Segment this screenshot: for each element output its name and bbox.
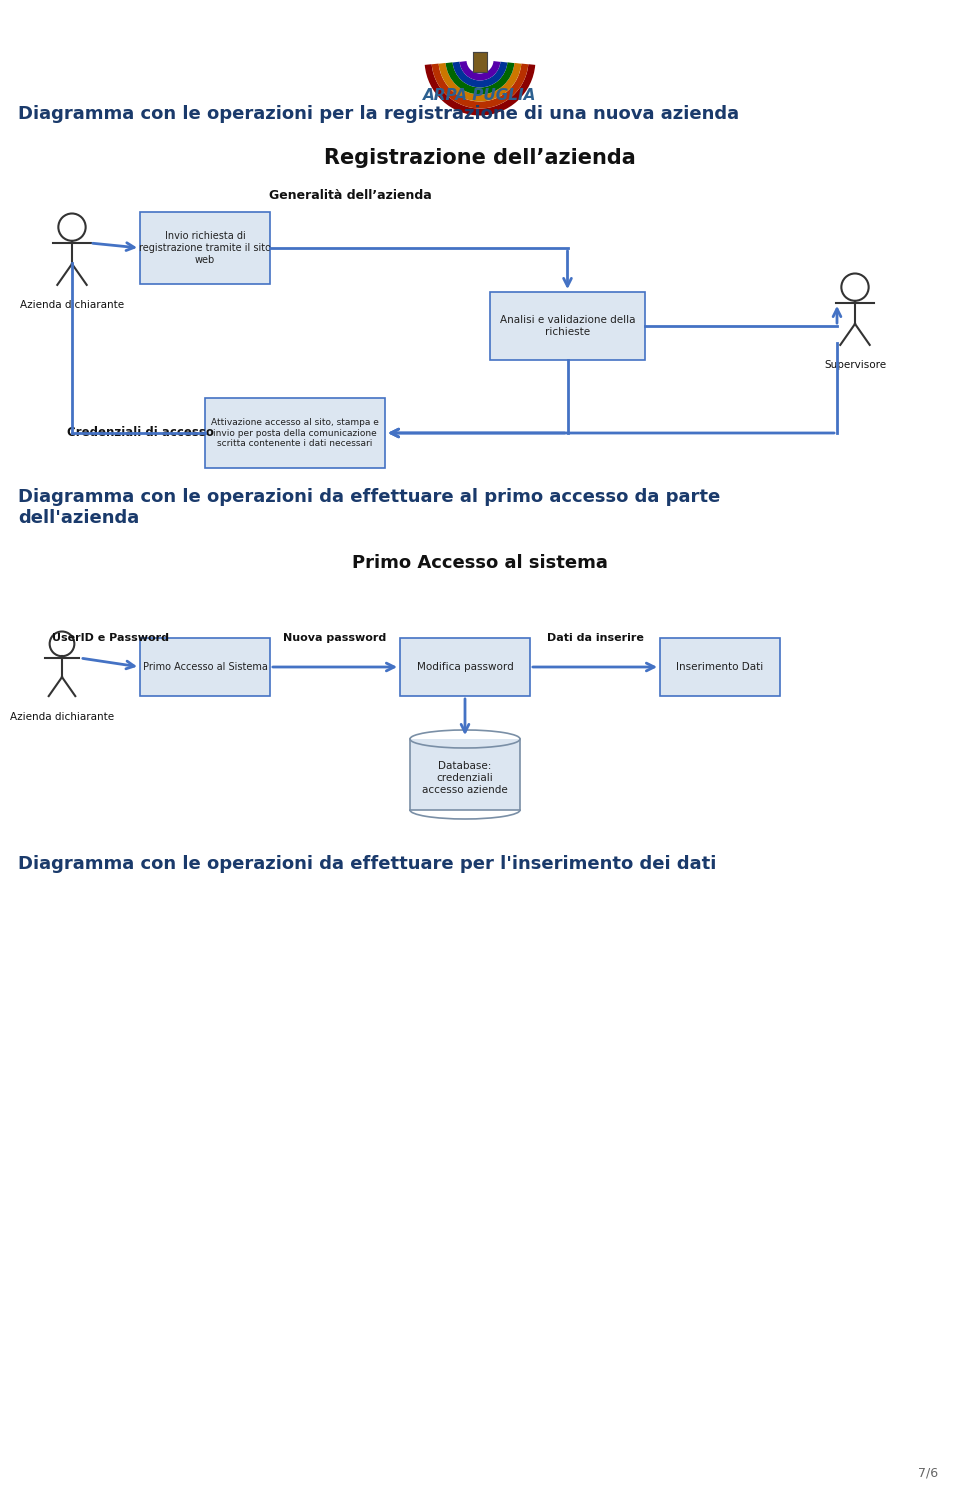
Text: Credenziali di accesso: Credenziali di accesso [66, 427, 213, 439]
Text: Inserimento Dati: Inserimento Dati [677, 661, 763, 672]
Text: Generalità dell’azienda: Generalità dell’azienda [269, 189, 431, 201]
FancyBboxPatch shape [660, 637, 780, 696]
Text: ARPA PUGLIA: ARPA PUGLIA [423, 89, 537, 104]
Text: 7/6: 7/6 [918, 1467, 938, 1480]
FancyBboxPatch shape [140, 637, 270, 696]
Text: Registrazione dell’azienda: Registrazione dell’azienda [324, 147, 636, 168]
Text: Azienda dichiarante: Azienda dichiarante [20, 301, 124, 310]
Text: Modifica password: Modifica password [417, 661, 514, 672]
Text: Nuova password: Nuova password [283, 633, 387, 643]
FancyBboxPatch shape [400, 637, 530, 696]
FancyBboxPatch shape [410, 739, 520, 810]
FancyBboxPatch shape [490, 292, 645, 361]
Text: UserID e Password: UserID e Password [53, 633, 170, 643]
FancyBboxPatch shape [140, 212, 270, 284]
Text: Primo Accesso al sistema: Primo Accesso al sistema [352, 555, 608, 573]
Text: Analisi e validazione della
richieste: Analisi e validazione della richieste [500, 316, 636, 337]
Text: Primo Accesso al Sistema: Primo Accesso al Sistema [143, 661, 268, 672]
FancyBboxPatch shape [473, 53, 487, 72]
FancyBboxPatch shape [205, 398, 385, 467]
Text: Supervisore: Supervisore [824, 361, 886, 370]
Text: Diagramma con le operazioni da effettuare al primo accesso da parte
dell'azienda: Diagramma con le operazioni da effettuar… [18, 488, 720, 526]
Text: Database:
credenziali
accesso aziende: Database: credenziali accesso aziende [422, 762, 508, 795]
Text: Diagramma con le operazioni per la registrazione di una nuova azienda: Diagramma con le operazioni per la regis… [18, 105, 739, 123]
Text: Invio richiesta di
registrazione tramite il sito
web: Invio richiesta di registrazione tramite… [139, 231, 271, 265]
Text: Azienda dichiarante: Azienda dichiarante [10, 712, 114, 721]
Text: Dati da inserire: Dati da inserire [546, 633, 643, 643]
Text: Attivazione accesso al sito, stampa e
invio per posta della comunicazione
scritt: Attivazione accesso al sito, stampa e in… [211, 418, 379, 448]
Text: Diagramma con le operazioni da effettuare per l'inserimento dei dati: Diagramma con le operazioni da effettuar… [18, 855, 716, 873]
